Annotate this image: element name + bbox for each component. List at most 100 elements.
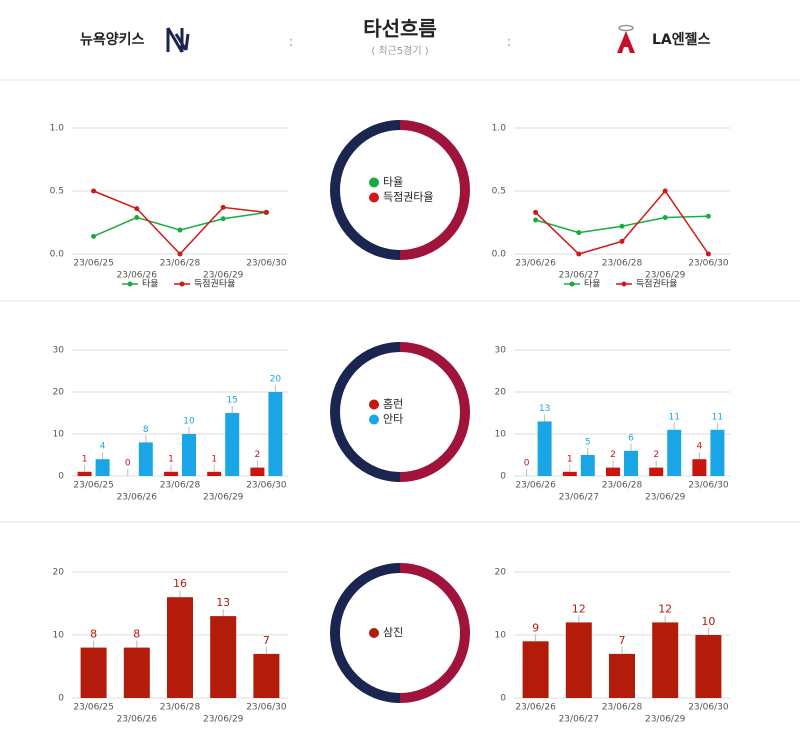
bar <box>253 653 280 698</box>
legend-dot <box>179 281 185 287</box>
marker <box>662 214 668 220</box>
data-label: 11 <box>668 412 679 422</box>
y-tick-label: 0 <box>500 472 506 482</box>
marker <box>134 214 140 220</box>
data-label: 20 <box>270 375 282 385</box>
bar <box>225 413 240 476</box>
x-tick-label: 23/06/30 <box>246 481 287 491</box>
data-label: 0 <box>125 459 131 469</box>
x-tick-label: 23/06/29 <box>645 715 686 725</box>
x-tick-label: 23/06/29 <box>203 271 244 281</box>
legend-dot <box>369 628 379 638</box>
data-label: 7 <box>263 634 270 647</box>
bar <box>77 471 92 476</box>
data-label: 2 <box>610 450 616 460</box>
bar <box>609 653 635 698</box>
x-tick-label: 23/06/30 <box>688 259 729 269</box>
marker <box>662 188 668 194</box>
legend-dot <box>621 281 627 287</box>
line <box>93 190 267 256</box>
y-tick-label: 10 <box>53 430 65 440</box>
legend-dot <box>569 281 575 287</box>
legend-label: 타율 <box>142 279 159 290</box>
legend-label: 안타 <box>383 413 403 426</box>
marker <box>177 251 183 257</box>
x-tick-label: 23/06/28 <box>160 481 201 491</box>
x-tick-label: 23/06/26 <box>515 703 556 713</box>
data-label: 1 <box>82 454 88 464</box>
bar <box>207 471 222 476</box>
data-label: 10 <box>701 615 715 628</box>
x-tick-label: 23/06/25 <box>73 703 113 713</box>
x-tick-label: 23/06/26 <box>117 271 158 281</box>
y-tick-label: 0.0 <box>50 250 65 260</box>
x-tick-label: 23/06/28 <box>160 703 201 713</box>
bar <box>182 434 196 476</box>
x-tick-label: 23/06/25 <box>73 481 113 491</box>
x-tick-label: 23/06/28 <box>602 259 643 269</box>
bar <box>652 622 679 698</box>
bar <box>667 429 682 476</box>
donut-right <box>399 342 470 482</box>
angels-logo <box>617 24 635 53</box>
data-label: 7 <box>619 634 626 647</box>
marker <box>533 209 539 215</box>
legend-label: 타율 <box>383 176 403 189</box>
data-label: 12 <box>572 602 586 615</box>
bar <box>164 471 178 476</box>
data-label: 2 <box>255 450 261 460</box>
y-tick-label: 0 <box>58 472 64 482</box>
page-title: 타선흐름 <box>363 17 437 41</box>
x-tick-label: 23/06/27 <box>559 493 599 503</box>
y-tick-label: 1.0 <box>492 124 507 134</box>
bar <box>138 442 153 476</box>
y-tick-label: 1.0 <box>50 124 65 134</box>
marker <box>619 223 625 229</box>
bar <box>692 459 707 476</box>
data-label: 11 <box>712 412 723 422</box>
data-label: 6 <box>628 433 634 443</box>
x-tick-label: 23/06/26 <box>515 259 556 269</box>
legend-label: 득점권타율 <box>383 191 434 204</box>
y-tick-label: 30 <box>53 346 65 356</box>
y-tick-label: 10 <box>53 631 65 641</box>
x-tick-label: 23/06/28 <box>602 703 643 713</box>
donut-right <box>399 563 470 703</box>
legend-dot <box>369 192 379 203</box>
separator: : <box>289 34 294 50</box>
x-tick-label: 23/06/29 <box>203 715 244 725</box>
data-label: 0 <box>524 459 530 469</box>
legend-dot <box>127 281 133 287</box>
donut-right <box>399 120 470 260</box>
marker <box>576 230 582 236</box>
bar <box>95 459 110 476</box>
away-team: LA엔젤스 <box>652 31 711 48</box>
y-tick-label: 10 <box>495 631 507 641</box>
bar <box>624 450 638 476</box>
data-label: 5 <box>585 438 591 448</box>
marker <box>220 204 226 210</box>
x-tick-label: 23/06/30 <box>688 481 729 491</box>
data-label: 1 <box>168 454 174 464</box>
x-tick-label: 23/06/27 <box>559 271 599 281</box>
x-tick-label: 23/06/25 <box>73 259 113 269</box>
legend-label: 득점권타율 <box>194 278 235 290</box>
marker <box>705 213 711 219</box>
marker <box>91 233 97 239</box>
data-label: 1 <box>567 454 573 464</box>
separator: : <box>507 34 512 50</box>
bar <box>565 622 592 698</box>
line <box>93 211 267 238</box>
x-tick-label: 23/06/30 <box>688 703 729 713</box>
data-label: 12 <box>658 602 672 615</box>
legend-dot <box>369 414 379 425</box>
marker <box>705 251 711 257</box>
bar <box>649 467 664 476</box>
data-label: 13 <box>216 596 230 609</box>
data-label: 15 <box>226 396 237 406</box>
bar <box>537 421 552 476</box>
x-tick-label: 23/06/29 <box>203 493 244 503</box>
marker <box>619 238 625 244</box>
donut-left <box>330 342 401 482</box>
